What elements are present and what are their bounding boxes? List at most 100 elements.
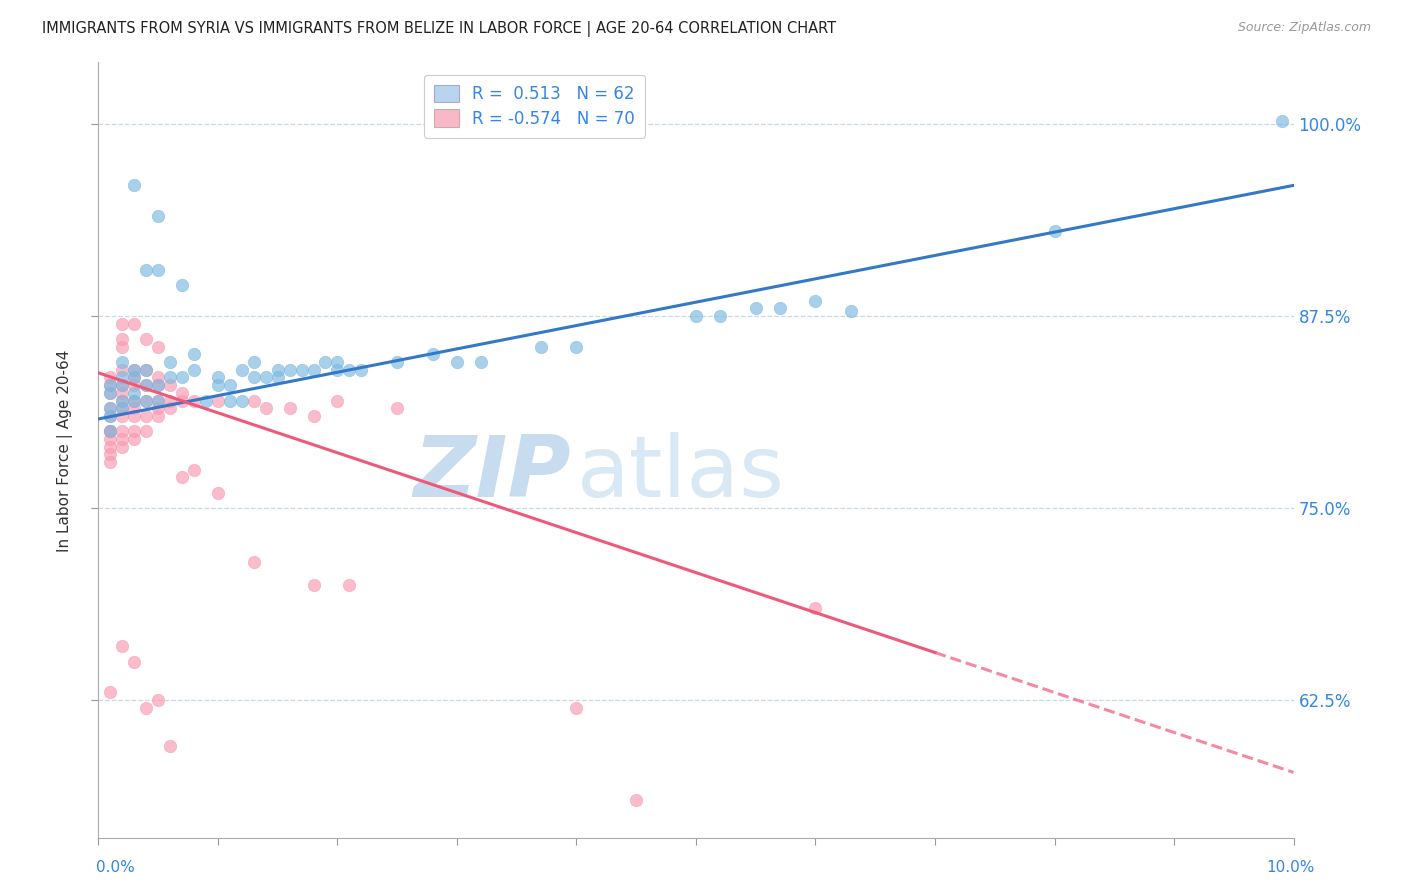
- Point: [124, 363, 146, 377]
- Point: [745, 301, 768, 316]
- Point: [148, 393, 170, 408]
- Point: [385, 401, 409, 416]
- Point: [124, 378, 146, 392]
- Point: [111, 640, 134, 654]
- Point: [326, 363, 349, 377]
- Point: [339, 578, 361, 592]
- Point: [172, 470, 194, 484]
- Point: [148, 693, 170, 707]
- Text: ZIP: ZIP: [413, 433, 571, 516]
- Point: [1271, 113, 1294, 128]
- Point: [243, 370, 266, 384]
- Point: [148, 378, 170, 392]
- Point: [111, 385, 134, 400]
- Point: [135, 363, 157, 377]
- Point: [124, 370, 146, 384]
- Point: [111, 424, 134, 438]
- Point: [111, 432, 134, 446]
- Point: [254, 401, 277, 416]
- Point: [207, 393, 229, 408]
- Point: [326, 355, 349, 369]
- Point: [98, 409, 122, 423]
- Point: [111, 401, 134, 416]
- Point: [98, 370, 122, 384]
- Point: [446, 355, 468, 369]
- Point: [124, 393, 146, 408]
- Point: [111, 370, 134, 384]
- Point: [159, 355, 181, 369]
- Point: [111, 440, 134, 454]
- Point: [626, 793, 648, 807]
- Point: [124, 432, 146, 446]
- Point: [278, 401, 301, 416]
- Point: [769, 301, 792, 316]
- Point: [135, 378, 157, 392]
- Point: [254, 370, 277, 384]
- Point: [135, 378, 157, 392]
- Point: [124, 370, 146, 384]
- Point: [172, 278, 194, 293]
- Point: [207, 378, 229, 392]
- Point: [565, 701, 588, 715]
- Point: [267, 363, 290, 377]
- Point: [565, 340, 588, 354]
- Point: [135, 424, 157, 438]
- Point: [339, 363, 361, 377]
- Point: [148, 340, 170, 354]
- Point: [315, 355, 337, 369]
- Point: [195, 393, 218, 408]
- Point: [291, 363, 314, 377]
- Point: [98, 409, 122, 423]
- Point: [302, 409, 325, 423]
- Point: [385, 355, 409, 369]
- Point: [98, 378, 122, 392]
- Text: 0.0%: 0.0%: [96, 861, 135, 875]
- Point: [243, 555, 266, 569]
- Point: [98, 424, 122, 438]
- Point: [124, 178, 146, 193]
- Point: [159, 370, 181, 384]
- Point: [111, 393, 134, 408]
- Point: [326, 393, 349, 408]
- Point: [135, 393, 157, 408]
- Point: [1043, 225, 1066, 239]
- Point: [111, 401, 134, 416]
- Point: [172, 393, 194, 408]
- Point: [98, 401, 122, 416]
- Point: [172, 385, 194, 400]
- Point: [111, 332, 134, 346]
- Point: [135, 363, 157, 377]
- Point: [302, 578, 325, 592]
- Point: [183, 347, 205, 361]
- Point: [135, 332, 157, 346]
- Point: [172, 370, 194, 384]
- Point: [159, 393, 181, 408]
- Point: [124, 317, 146, 331]
- Point: [111, 340, 134, 354]
- Point: [183, 393, 205, 408]
- Text: Source: ZipAtlas.com: Source: ZipAtlas.com: [1237, 21, 1371, 34]
- Point: [98, 440, 122, 454]
- Point: [124, 424, 146, 438]
- Point: [148, 378, 170, 392]
- Point: [135, 263, 157, 277]
- Point: [159, 401, 181, 416]
- Point: [98, 378, 122, 392]
- Point: [111, 355, 134, 369]
- Point: [219, 378, 242, 392]
- Point: [98, 424, 122, 438]
- Text: IMMIGRANTS FROM SYRIA VS IMMIGRANTS FROM BELIZE IN LABOR FORCE | AGE 20-64 CORRE: IMMIGRANTS FROM SYRIA VS IMMIGRANTS FROM…: [42, 21, 837, 37]
- Point: [98, 447, 122, 461]
- Point: [302, 363, 325, 377]
- Point: [207, 370, 229, 384]
- Point: [159, 739, 181, 754]
- Y-axis label: In Labor Force | Age 20-64: In Labor Force | Age 20-64: [56, 350, 73, 551]
- Point: [111, 393, 134, 408]
- Point: [470, 355, 492, 369]
- Point: [135, 393, 157, 408]
- Point: [124, 393, 146, 408]
- Point: [98, 385, 122, 400]
- Point: [135, 409, 157, 423]
- Point: [530, 340, 553, 354]
- Point: [278, 363, 301, 377]
